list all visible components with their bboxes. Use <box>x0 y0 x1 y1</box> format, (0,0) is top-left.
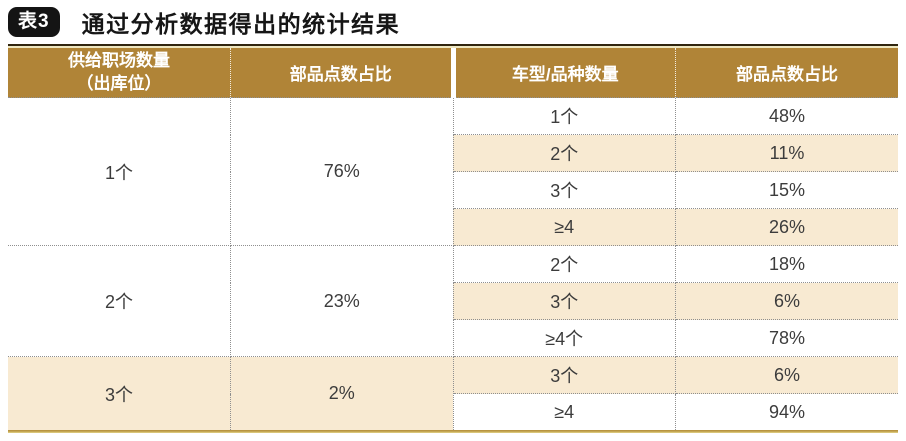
header-supply-line1: 供给职场数量 <box>68 50 170 70</box>
model-count-cell: 1个 <box>452 97 676 135</box>
model-share-cell: 11% <box>675 134 899 172</box>
model-count-cell: 3个 <box>452 171 676 209</box>
table-top-rule-pale <box>8 46 898 48</box>
supply-share-cell: 23% <box>230 245 454 357</box>
model-share-cell: 6% <box>675 282 899 320</box>
model-count-cell: ≥4个 <box>452 319 676 357</box>
table-row: 3个 6% <box>8 282 899 320</box>
table-row: 1个 76% 1个 48% <box>7 97 899 246</box>
header-parts-share-right: 部品点数占比 <box>675 48 898 98</box>
model-count-cell: 2个 <box>452 245 676 283</box>
table-row: 2个 23% 2个 18% <box>7 245 899 357</box>
model-count-cell: 2个 <box>452 134 676 172</box>
header-model-variant-count: 车型/品种数量 <box>453 48 676 98</box>
table-top-rule-dark <box>8 44 898 46</box>
model-share-cell: 18% <box>675 245 899 283</box>
table-bottom-rule <box>8 430 898 433</box>
header-supply-line2: （出库位） <box>76 73 162 93</box>
model-count-cell: 3个 <box>452 356 676 394</box>
supply-share-cell: 2% <box>230 356 454 431</box>
table-header-row: 供给职场数量 （出库位） 部品点数占比 车型/品种数量 部品点数占比 <box>8 48 898 98</box>
model-share-cell: 26% <box>675 208 899 246</box>
table-row: ≥4 94% <box>8 393 899 431</box>
model-share-cell: 15% <box>675 171 899 209</box>
table-caption: 表3 通过分析数据得出的统计结果 <box>8 5 898 38</box>
statistics-table: 供给职场数量 （出库位） 部品点数占比 车型/品种数量 部品点数占比 1个 76… <box>7 48 899 431</box>
supply-count-cell: 1个 <box>7 97 231 246</box>
table-row: ≥4 26% <box>8 208 899 246</box>
model-share-cell: 6% <box>675 356 899 394</box>
model-share-cell: 94% <box>675 393 899 431</box>
table-row: ≥4个 78% <box>8 319 899 357</box>
model-share-cell: 78% <box>675 319 899 357</box>
table-title: 通过分析数据得出的统计结果 <box>81 10 401 37</box>
table-row: 3个 2% 3个 6% <box>7 356 899 431</box>
model-count-cell: ≥4 <box>452 208 676 246</box>
header-supply-workplace-count: 供给职场数量 （出库位） <box>8 48 231 98</box>
model-count-cell: ≥4 <box>452 393 676 431</box>
supply-count-cell: 2个 <box>7 245 231 357</box>
model-count-cell: 3个 <box>452 282 676 320</box>
supply-count-cell: 3个 <box>7 356 231 431</box>
header-parts-share-left: 部品点数占比 <box>230 48 456 98</box>
model-share-cell: 48% <box>675 97 899 135</box>
supply-share-cell: 76% <box>230 97 454 246</box>
table-number-badge: 表3 <box>8 6 60 37</box>
table-row: 3个 15% <box>8 171 899 209</box>
